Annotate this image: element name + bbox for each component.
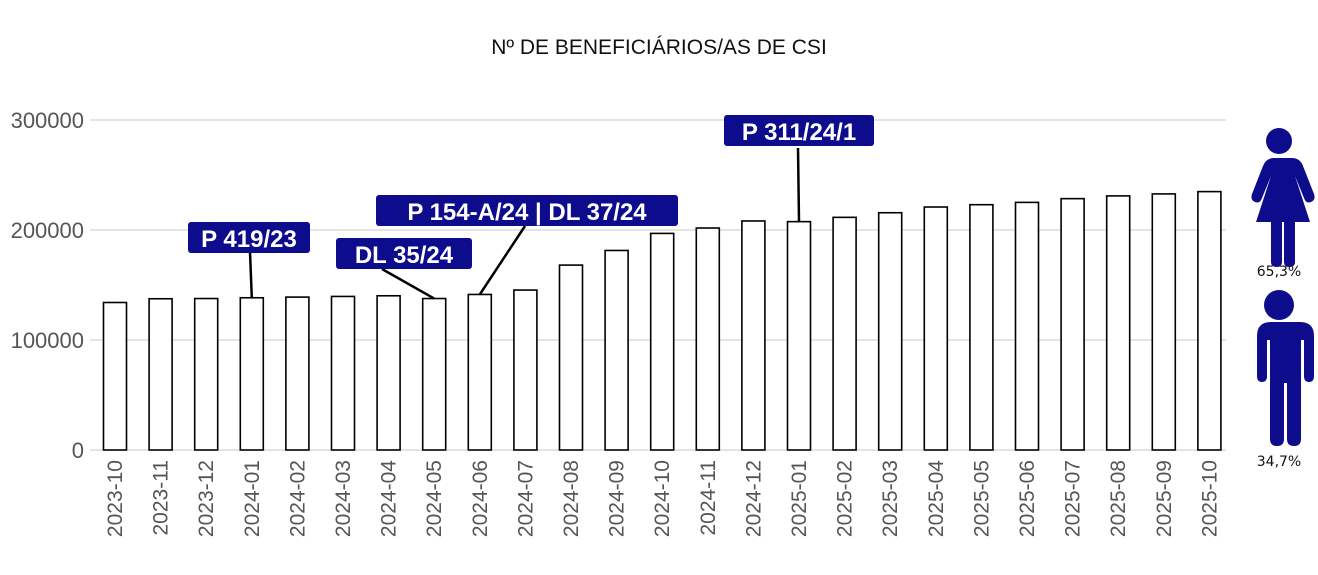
x-tick-label: 2024-02 xyxy=(286,460,309,537)
x-tick-label: 2024-06 xyxy=(469,460,492,537)
x-tick-label: 2025-03 xyxy=(879,460,902,537)
female-percent: 65,3% xyxy=(1257,264,1301,280)
x-tick-label: 2025-07 xyxy=(1062,460,1085,537)
y-tick-label: 200000 xyxy=(11,218,84,243)
y-tick-label: 0 xyxy=(72,438,84,463)
annotation-leader-line xyxy=(381,267,435,300)
bar xyxy=(467,293,493,451)
annotation-label: DL 35/24 xyxy=(355,242,454,269)
bar xyxy=(148,297,173,451)
x-tick-label: 2023-10 xyxy=(104,460,127,537)
annotation-label: P 419/23 xyxy=(201,226,297,253)
annotation-leader-line xyxy=(796,147,801,222)
bar xyxy=(1014,201,1040,451)
x-tick-label: 2024-08 xyxy=(560,460,583,537)
x-tick-label: 2025-09 xyxy=(1153,460,1176,537)
y-tick-label: 100000 xyxy=(11,328,84,353)
x-tick-label: 2023-11 xyxy=(150,460,173,536)
bar xyxy=(513,289,538,451)
annotation-label: P 154-A/24 | DL 37/24 xyxy=(407,199,647,226)
x-tick-label: 2024-03 xyxy=(332,460,355,537)
x-tick-label: 2024-12 xyxy=(742,460,765,537)
bar xyxy=(330,295,356,451)
x-tick-label: 2025-08 xyxy=(1107,460,1130,537)
x-tick-label: 2025-04 xyxy=(925,460,948,537)
bar xyxy=(832,216,857,451)
annotation-leader-line xyxy=(248,251,254,298)
bar xyxy=(421,297,447,451)
bar xyxy=(649,232,675,451)
bar xyxy=(102,301,128,451)
bar xyxy=(923,206,949,451)
x-tick-label: 2024-04 xyxy=(378,460,401,537)
annotation-label: P 311/24/1 xyxy=(742,119,856,146)
bar xyxy=(1151,193,1177,451)
bar xyxy=(193,297,219,451)
bar xyxy=(786,220,812,451)
x-tick-label: 2024-09 xyxy=(606,460,629,537)
bar xyxy=(376,294,401,451)
bar xyxy=(1060,197,1085,451)
bar xyxy=(239,296,265,451)
bar xyxy=(1105,195,1131,451)
x-tick-label: 2024-07 xyxy=(514,460,537,537)
bar xyxy=(695,227,721,451)
bar xyxy=(1197,190,1222,451)
x-tick-label: 2024-01 xyxy=(241,460,264,537)
x-tick-label: 2024-05 xyxy=(423,460,446,537)
bar xyxy=(969,203,994,451)
x-tick-label: 2024-11 xyxy=(697,460,720,536)
male-icon xyxy=(1257,290,1314,446)
x-tick-label: 2025-02 xyxy=(834,460,857,537)
annotation-leader-line xyxy=(478,225,527,296)
x-tick-label: 2025-06 xyxy=(1016,460,1039,537)
bar xyxy=(741,220,766,451)
x-tick-label: 2025-05 xyxy=(970,460,993,537)
annotation-box xyxy=(188,222,310,253)
x-tick-label: 2024-10 xyxy=(651,460,674,537)
bar xyxy=(558,264,584,451)
bar xyxy=(877,211,903,451)
x-tick-label: 2025-01 xyxy=(788,460,811,537)
female-icon xyxy=(1251,128,1315,267)
bar xyxy=(604,249,629,451)
annotation-box xyxy=(376,195,678,226)
bar xyxy=(285,296,310,451)
chart-title: Nº DE BENEFICIÁRIOS/AS DE CSI xyxy=(491,36,827,59)
x-tick-label: 2023-12 xyxy=(195,460,218,537)
x-tick-label: 2025-10 xyxy=(1198,460,1221,537)
annotation-box xyxy=(336,238,472,269)
male-percent: 34,7% xyxy=(1257,454,1301,470)
annotation-box xyxy=(724,115,874,146)
y-tick-label: 300000 xyxy=(11,108,84,133)
